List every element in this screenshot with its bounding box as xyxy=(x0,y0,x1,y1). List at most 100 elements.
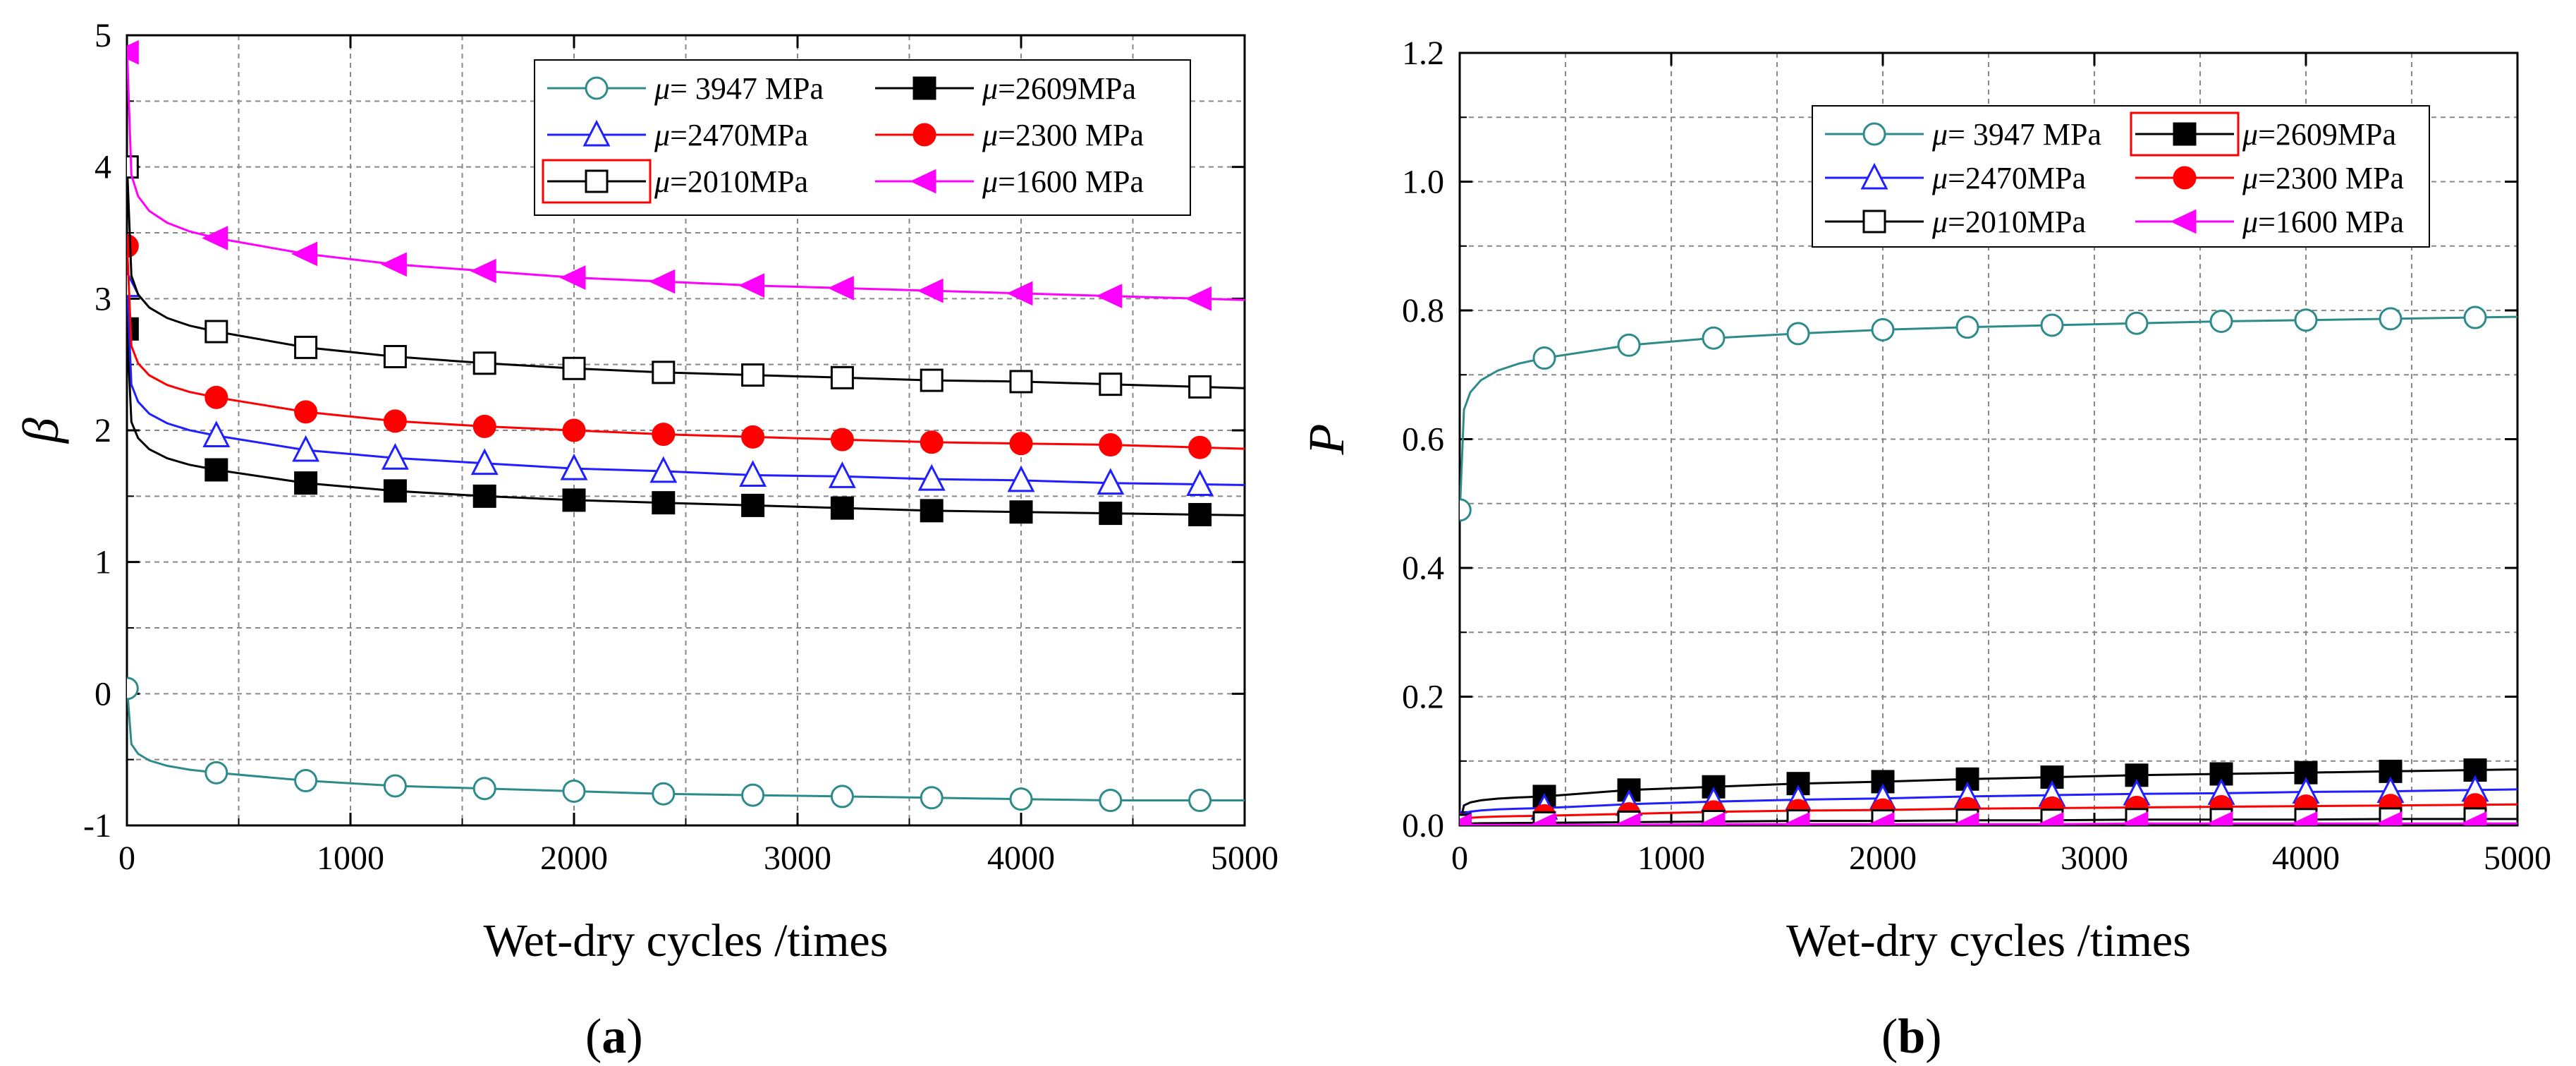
data-point xyxy=(1786,322,1810,346)
x-axis-title: Wet-dry cycles /times xyxy=(484,915,889,967)
data-point xyxy=(1186,469,1214,497)
legend-label: μ=1600 MPa xyxy=(982,164,1144,199)
legend-item: μ=2609MPa xyxy=(2130,111,2396,157)
legend-label: μ=2609MPa xyxy=(982,71,1136,106)
data-point xyxy=(383,479,407,503)
legend-box xyxy=(534,59,1191,216)
data-point xyxy=(1871,317,1895,341)
data-point xyxy=(917,278,944,303)
legend-item: μ=2609MPa xyxy=(875,71,1136,106)
legend-marker xyxy=(2170,209,2197,234)
series-5 xyxy=(1460,807,2517,825)
legend-label: μ= 3947 MPa xyxy=(654,71,824,106)
data-point xyxy=(294,335,318,359)
data-point xyxy=(1009,787,1033,811)
data-point xyxy=(1099,502,1123,526)
legend-marker xyxy=(1862,210,1886,234)
legend-label-value: = 3947 MPa xyxy=(1948,117,2101,152)
legend-label-value: = 3947 MPa xyxy=(670,71,824,106)
data-point xyxy=(1096,284,1123,308)
data-point xyxy=(2209,762,2233,786)
x-tick-label: 2000 xyxy=(1849,840,1917,877)
data-point xyxy=(294,471,318,495)
data-point xyxy=(383,409,407,433)
data-point xyxy=(2125,763,2149,787)
legend-highlight-box xyxy=(542,159,652,204)
data-point xyxy=(294,400,318,424)
data-point xyxy=(291,241,318,267)
y-tick-label: 1 xyxy=(94,544,111,581)
legend-label: μ=2300 MPa xyxy=(2242,161,2404,195)
data-point xyxy=(652,361,676,384)
y-tick-label: 1.2 xyxy=(1402,35,1444,72)
data-point xyxy=(202,420,231,447)
legend-label-mu: μ xyxy=(1931,161,1948,195)
legend-item: μ= 3947 MPa xyxy=(1825,117,2101,152)
legend-item: μ=2470MPa xyxy=(547,118,808,152)
y-tick-label: 0.2 xyxy=(1402,679,1444,716)
legend-label-mu: μ xyxy=(654,118,670,152)
y-tick-label: 1.0 xyxy=(1402,164,1444,201)
legend-label-mu: μ xyxy=(1931,117,1948,152)
data-point xyxy=(383,774,407,798)
data-point xyxy=(127,234,139,258)
data-point xyxy=(652,491,676,515)
data-point xyxy=(127,40,139,65)
series-3 xyxy=(127,270,1245,497)
data-point xyxy=(562,418,586,442)
y-tick-label: 0.0 xyxy=(1402,807,1444,844)
data-point xyxy=(1006,281,1033,306)
data-point xyxy=(1097,468,1125,495)
legend-item: μ=2470MPa xyxy=(1825,161,2086,195)
series-6 xyxy=(127,40,1245,311)
x-tick-label: 3000 xyxy=(764,840,831,877)
data-point xyxy=(1786,772,1810,796)
data-point xyxy=(1617,333,1641,357)
legend-marker xyxy=(582,119,611,147)
data-point xyxy=(649,269,676,294)
legend-label-mu: μ xyxy=(982,118,998,152)
data-point xyxy=(1460,498,1472,522)
data-point xyxy=(830,785,854,808)
data-point xyxy=(472,777,496,801)
legend-label-value: =2300 MPa xyxy=(998,118,1144,152)
data-point xyxy=(292,435,320,462)
data-point xyxy=(1099,789,1123,813)
y-tick-label: 0.8 xyxy=(1402,292,1444,329)
legend-item: μ= 3947 MPa xyxy=(547,71,824,106)
data-point xyxy=(1185,286,1212,311)
data-point xyxy=(559,265,586,290)
data-point xyxy=(920,430,944,454)
x-tick-label: 1000 xyxy=(1637,840,1705,877)
data-point xyxy=(827,276,854,301)
data-point xyxy=(741,363,765,387)
legend-label-mu: μ xyxy=(982,71,998,106)
legend-label-value: =2470MPa xyxy=(670,118,808,152)
legend-box xyxy=(1812,105,2430,248)
legend-label-value: =2609MPa xyxy=(2258,117,2396,152)
legend-label-mu: μ xyxy=(2242,205,2258,239)
legend-label-value: =2609MPa xyxy=(998,71,1136,106)
x-axis-title: Wet-dry cycles /times xyxy=(1786,915,2191,967)
data-point xyxy=(828,461,856,488)
legend-label: μ=2609MPa xyxy=(2242,117,2396,152)
data-point xyxy=(1099,373,1123,396)
x-tick-label: 0 xyxy=(118,840,135,877)
legend-item: μ=1600 MPa xyxy=(875,164,1144,199)
data-point xyxy=(1530,812,1556,825)
data-point xyxy=(739,460,767,487)
legend-marker xyxy=(912,123,936,147)
y-tick-label: 0 xyxy=(94,675,111,713)
data-point xyxy=(1188,502,1212,526)
data-point xyxy=(2206,811,2233,825)
legend-label-mu: μ xyxy=(982,164,998,199)
data-point xyxy=(127,155,139,179)
legend-item: μ=1600 MPa xyxy=(2135,205,2404,239)
legend-label-mu: μ xyxy=(654,164,670,199)
data-point xyxy=(2463,305,2487,329)
y-axis-title: P xyxy=(1298,424,1355,456)
